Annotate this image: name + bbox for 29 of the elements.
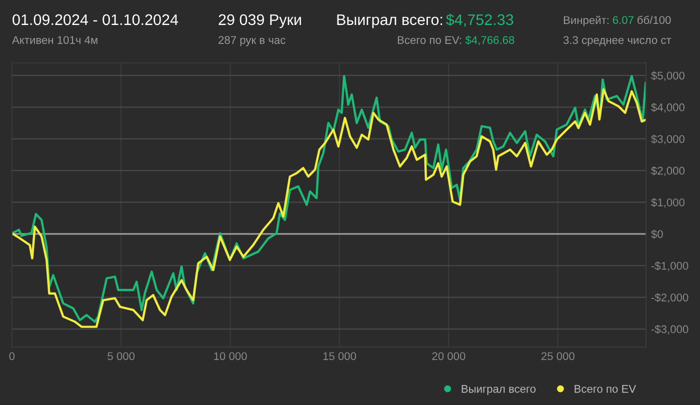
x-tick-label: 10 000 [214,352,247,360]
x-tick-label: 15 000 [323,352,356,360]
text: 3.3 среднее число ст [563,36,672,46]
y-tick-label: -$3,000 [651,324,688,334]
x-tick-label: 5 000 [108,352,135,360]
y-tick-label: $1,000 [651,198,685,208]
y-tick-label: $2,000 [651,166,685,176]
text: 29 039 Руки [218,14,301,28]
text: 287 рук в час [218,36,286,46]
y-tick-label: $3,000 [651,134,685,144]
x-tick-label: 0 [9,352,15,360]
text: Всего по EV: [398,36,461,44]
text: бб/100 [638,16,671,24]
x-tick-label: 25 000 [541,352,574,360]
text: 6.07 [612,16,634,24]
text: Винрейт: [564,16,608,26]
text: Выиграл всего: [337,14,442,28]
legend-label: Выиграл всего [462,385,536,395]
y-tick-label: $4,000 [651,102,685,113]
y-tick-label: -$2,000 [651,293,688,303]
legend-label: Всего по EV [574,385,636,393]
text: 01.09.2024 - 01.10.2024 [12,14,178,26]
y-tick-label: $0 [651,230,663,239]
y-tick-label: $5,000 [651,71,685,81]
y-tick-label: -$1,000 [651,261,688,272]
text: $4,752.33 [446,14,514,27]
x-tick-label: 20 000 [432,352,466,360]
text: $4,766.68 [465,36,514,46]
text: Активен 101ч 4м [12,36,98,44]
